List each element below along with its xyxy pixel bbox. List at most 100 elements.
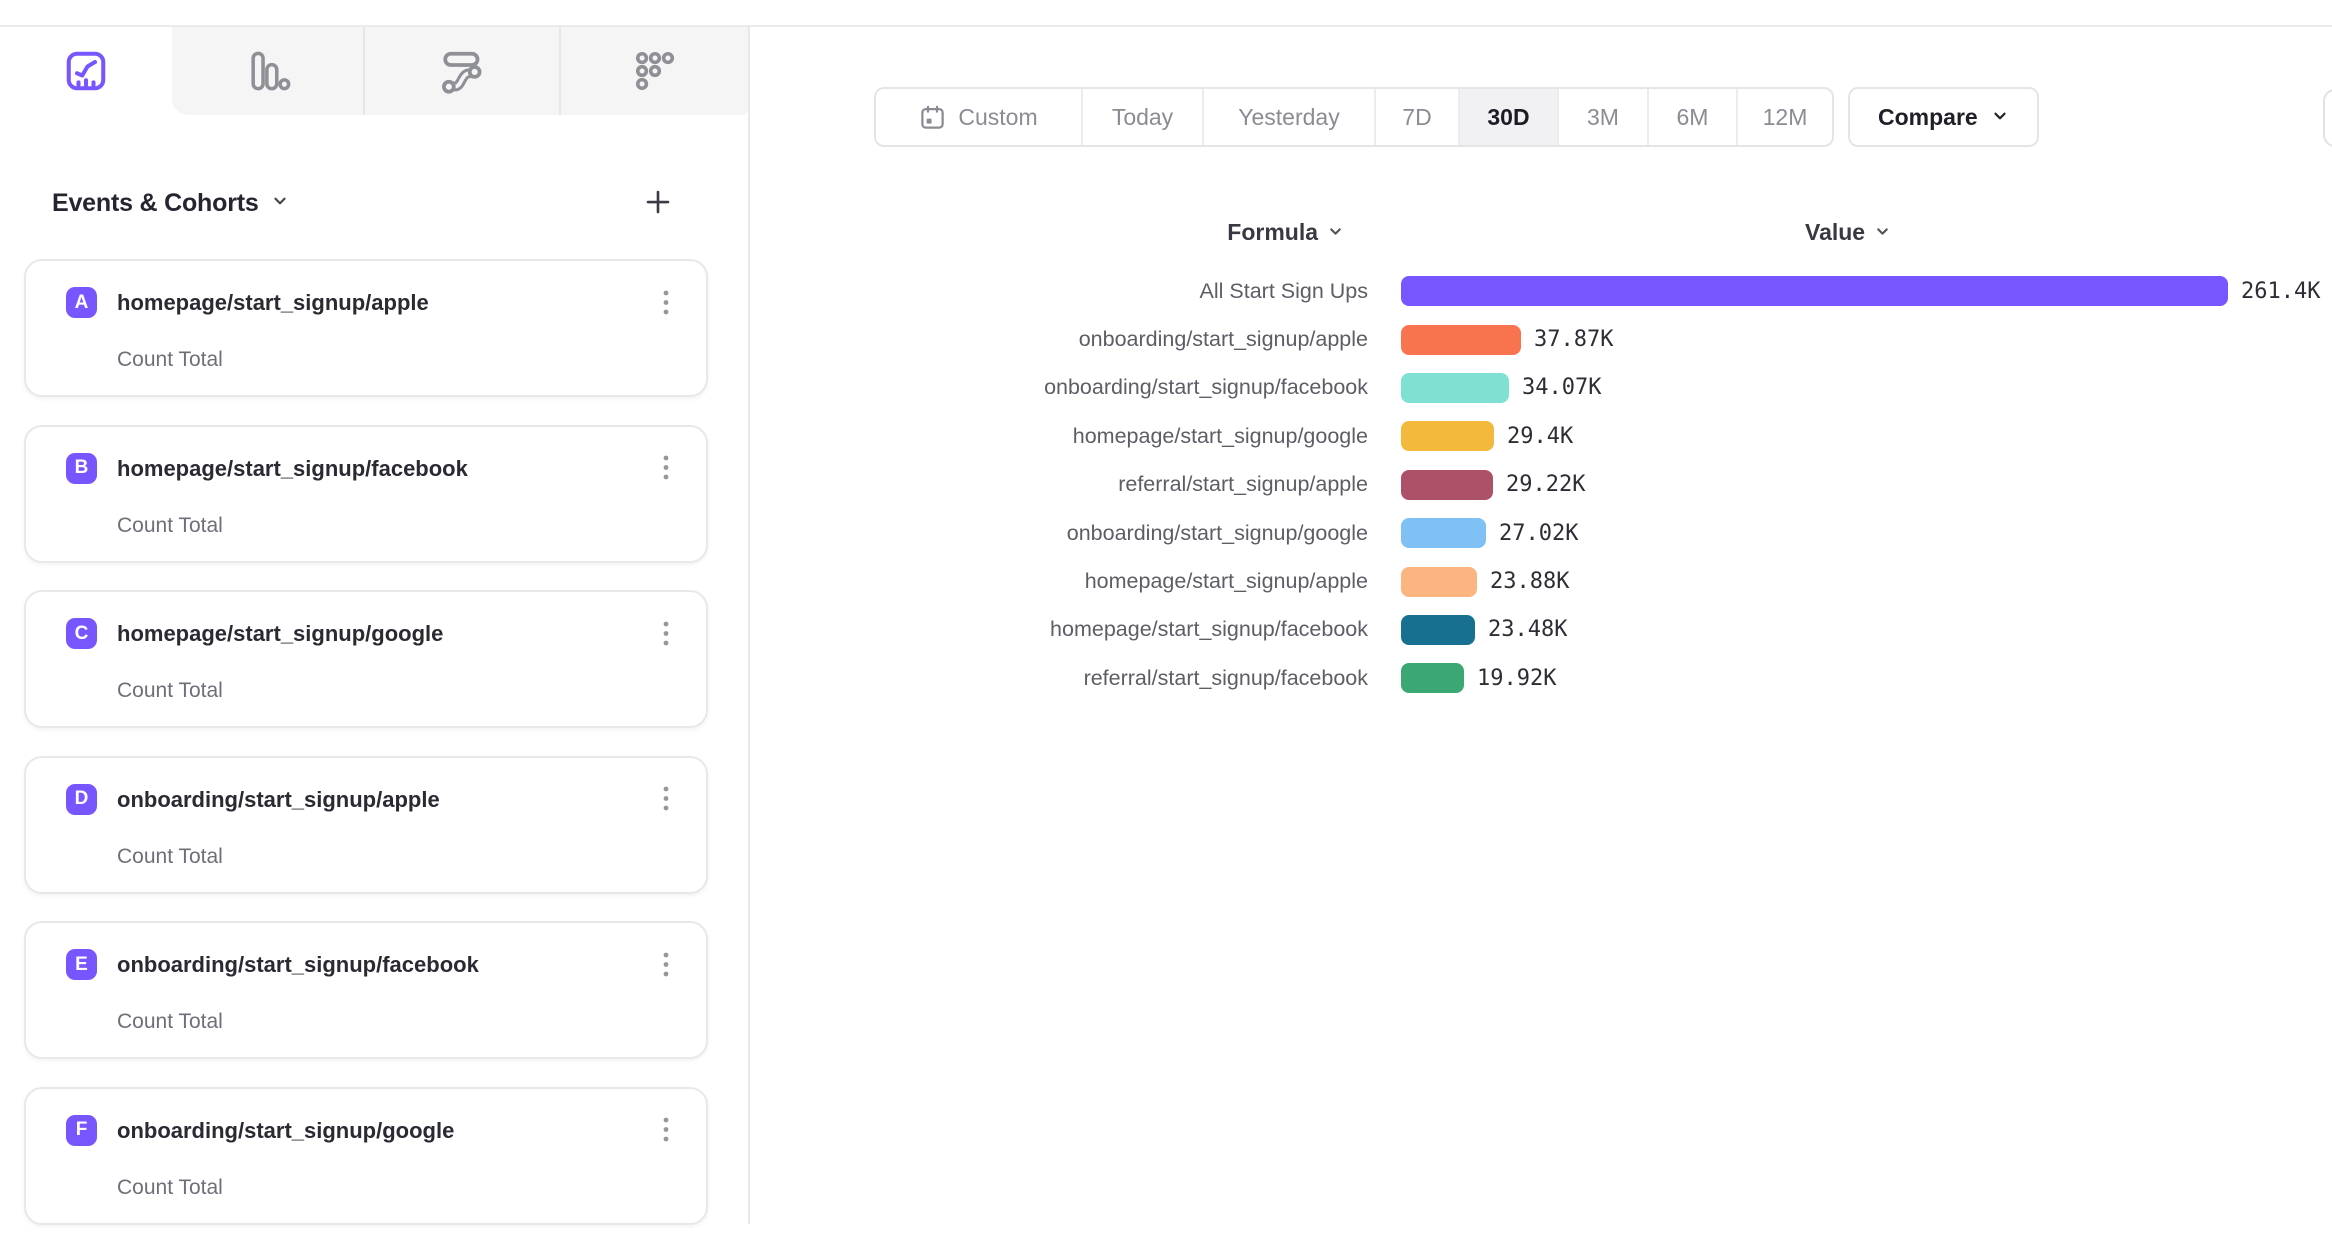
tab-insights[interactable] xyxy=(0,27,172,115)
chart-bar[interactable] xyxy=(1401,518,1486,549)
tab-divider xyxy=(363,27,365,115)
event-name: homepage/start_signup/apple xyxy=(117,290,429,315)
compare-button[interactable]: Compare xyxy=(1848,87,2039,147)
chart-bar[interactable] xyxy=(1401,663,1464,694)
date-range-control: Custom Today Yesterday xyxy=(874,87,1834,147)
chart-bar[interactable] xyxy=(1401,469,1493,500)
event-options-button[interactable] xyxy=(650,785,682,817)
event-name: homepage/start_signup/google xyxy=(117,621,444,646)
event-measure[interactable]: Count Total xyxy=(117,1010,223,1033)
tab-divider xyxy=(559,27,561,115)
tab-flows[interactable] xyxy=(363,27,559,115)
kebab-menu-icon xyxy=(661,950,671,983)
event-card[interactable]: E onboarding/start_signup/facebook Count… xyxy=(24,921,708,1059)
chart-row: onboarding/start_signup/apple 37.87K xyxy=(752,315,2320,363)
chart-row-label: onboarding/start_signup/google xyxy=(1066,520,1368,545)
date-range-label: Yesterday xyxy=(1238,103,1340,130)
event-card[interactable]: F onboarding/start_signup/google Count T… xyxy=(24,1086,708,1225)
chart-bar-value: 261.4K xyxy=(2241,278,2321,304)
chart-row-label: referral/start_signup/apple xyxy=(1118,472,1368,497)
bar-chart-icon xyxy=(244,47,292,95)
event-measure[interactable]: Count Total xyxy=(117,844,223,868)
kebab-menu-icon xyxy=(661,784,671,817)
event-letter-badge: D xyxy=(66,783,97,815)
date-range-label: 30D xyxy=(1487,103,1530,130)
date-range-option-3m[interactable]: 3M xyxy=(1559,89,1649,145)
event-name: onboarding/start_signup/apple xyxy=(117,786,440,812)
tab-retention[interactable] xyxy=(559,27,750,115)
value-column-header[interactable]: Value xyxy=(1805,216,1891,248)
event-letter-badge: F xyxy=(66,1114,97,1146)
event-card[interactable]: C homepage/start_signup/google Count Tot… xyxy=(24,590,708,728)
chart-row-label: onboarding/start_signup/facebook xyxy=(1044,375,1368,400)
chart-bar[interactable] xyxy=(1401,372,1509,403)
event-options-button[interactable] xyxy=(650,950,682,982)
chart-row-label: onboarding/start_signup/apple xyxy=(1078,327,1368,352)
event-card[interactable]: A homepage/start_signup/apple Count Tota… xyxy=(24,259,708,397)
event-options-button[interactable] xyxy=(650,1116,682,1148)
date-range-option-6m[interactable]: 6M xyxy=(1649,89,1738,145)
flows-icon xyxy=(437,47,485,95)
chart-bar-value: 29.22K xyxy=(1506,472,1586,498)
calendar-icon xyxy=(919,104,946,131)
chevron-down-icon xyxy=(1991,104,2009,131)
kebab-menu-icon xyxy=(661,1115,671,1148)
plus-icon xyxy=(643,187,673,220)
chart-bar[interactable] xyxy=(1401,566,1477,597)
chevron-down-icon xyxy=(1874,219,1891,246)
date-range-option-7d[interactable]: 7D xyxy=(1376,89,1460,145)
date-range-option-yesterday[interactable]: Yesterday xyxy=(1204,89,1376,145)
event-measure[interactable]: Count Total xyxy=(117,679,223,702)
date-range-option-12m[interactable]: 12M xyxy=(1738,89,1832,145)
chart-bar[interactable] xyxy=(1401,324,1521,355)
formula-column-header[interactable]: Formula xyxy=(752,216,1344,248)
event-letter-badge: B xyxy=(66,452,97,484)
top-strip xyxy=(0,0,2332,27)
events-cohorts-header: Events & Cohorts xyxy=(52,185,676,221)
event-options-button[interactable] xyxy=(650,454,682,486)
chart-row-label: homepage/start_signup/facebook xyxy=(1050,617,1368,642)
chart-row: onboarding/start_signup/google 27.02K xyxy=(752,509,2320,557)
chart-row: referral/start_signup/facebook 19.92K xyxy=(752,654,2320,702)
event-options-button[interactable] xyxy=(650,619,682,651)
chart-row: homepage/start_signup/apple 23.88K xyxy=(752,557,2320,605)
chevron-down-icon xyxy=(271,192,289,215)
events-cohorts-dropdown[interactable]: Events & Cohorts xyxy=(52,189,289,218)
chart-row: All Start Sign Ups 261.4K xyxy=(752,267,2320,315)
event-measure[interactable]: Count Total xyxy=(117,348,223,371)
query-builder-panel: Events & Cohorts A homepage/start_signup… xyxy=(0,27,750,1225)
chart-bar[interactable] xyxy=(1401,614,1475,645)
date-range-label: 7D xyxy=(1402,103,1432,130)
tab-bar-report[interactable] xyxy=(172,27,363,115)
add-event-button[interactable] xyxy=(640,185,676,221)
date-range-option-30d[interactable]: 30D xyxy=(1460,89,1559,145)
date-range-option-custom[interactable]: Custom xyxy=(876,89,1083,145)
insights-chart-icon xyxy=(62,47,110,95)
chart-row: homepage/start_signup/facebook 23.48K xyxy=(752,606,2320,654)
event-name: onboarding/start_signup/facebook xyxy=(117,952,479,977)
date-range-label: Today xyxy=(1111,103,1174,130)
report-canvas: Custom Today Yesterday xyxy=(752,27,2332,1224)
event-card[interactable]: D onboarding/start_signup/apple Count To… xyxy=(24,755,708,894)
chart-row-label: homepage/start_signup/google xyxy=(1072,423,1368,448)
chart-row-label: All Start Sign Ups xyxy=(1199,278,1368,303)
date-range-option-today[interactable]: Today xyxy=(1083,89,1204,145)
chart-bar-value: 27.02K xyxy=(1499,520,1579,546)
value-header-label: Value xyxy=(1805,218,1866,245)
event-options-button[interactable] xyxy=(650,288,682,320)
chart-row: homepage/start_signup/google 29.4K xyxy=(752,412,2320,460)
clipped-edge-button[interactable] xyxy=(2323,89,2332,147)
chart-bar-value: 19.92K xyxy=(1477,665,1557,691)
chart-row: referral/start_signup/apple 29.22K xyxy=(752,461,2320,509)
formula-header-label: Formula xyxy=(1227,218,1318,245)
chart-bar[interactable] xyxy=(1401,421,1494,452)
event-measure[interactable]: Count Total xyxy=(117,513,223,537)
chart-bar[interactable] xyxy=(1401,276,2228,307)
chart-bar-value: 37.87K xyxy=(1534,327,1614,353)
chevron-down-icon xyxy=(1327,219,1344,246)
chart-row-label: homepage/start_signup/apple xyxy=(1084,569,1368,594)
event-measure[interactable]: Count Total xyxy=(117,1175,223,1199)
date-range-label: Custom xyxy=(958,103,1038,130)
event-card[interactable]: B homepage/start_signup/facebook Count T… xyxy=(24,424,708,563)
events-cohorts-title: Events & Cohorts xyxy=(52,188,259,217)
